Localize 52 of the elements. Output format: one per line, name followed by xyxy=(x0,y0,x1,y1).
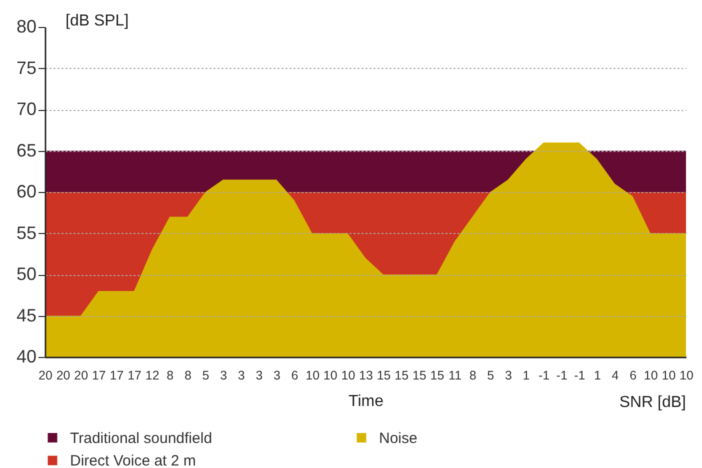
x-tick-label: 6 xyxy=(291,368,298,382)
x-tick-label: 10 xyxy=(644,368,658,382)
x-tick-label: 1 xyxy=(594,368,601,382)
y-tick-label: 60 xyxy=(16,182,36,202)
x-tick-label: 1 xyxy=(522,368,530,382)
x-axis-title: Time xyxy=(348,393,384,410)
x-tick-label: 13 xyxy=(359,368,373,382)
x-tick-label: 8 xyxy=(469,368,476,382)
x-tick-label: 3 xyxy=(238,368,245,382)
x-tick-label: 3 xyxy=(504,368,512,382)
x-tick-label: 3 xyxy=(273,368,280,382)
x-tick-label: 10 xyxy=(341,368,356,382)
x-tick-label: 4 xyxy=(612,368,619,382)
x-tick-label: 3 xyxy=(256,368,263,382)
x-tick-label: 15 xyxy=(394,368,409,382)
legend-label: Noise xyxy=(379,430,418,447)
x-tick-label: 12 xyxy=(145,368,160,382)
y-tick-label: 70 xyxy=(16,99,36,119)
x-tick-label: -1 xyxy=(556,368,568,382)
x-tick-label: 17 xyxy=(128,368,142,382)
x-tick-label: 5 xyxy=(202,368,210,382)
x-tick-label: 10 xyxy=(662,368,676,382)
y-axis-title: [dB SPL] xyxy=(66,12,129,30)
y-tick-label: 80 xyxy=(16,16,36,36)
x-tick-label: 15 xyxy=(376,368,391,382)
x-tick-label: 15 xyxy=(430,368,444,382)
x-tick-label: 5 xyxy=(487,368,494,382)
x-tick-label: 3 xyxy=(220,368,228,382)
y-tick-label: 50 xyxy=(16,264,36,284)
x-tick-label: 10 xyxy=(306,368,320,382)
legend-label: Direct Voice at 2 m xyxy=(70,452,196,468)
x-tick-label: 20 xyxy=(38,368,52,382)
y-tick-label: 40 xyxy=(16,346,36,366)
x-tick-label: 11 xyxy=(448,368,462,382)
x-tick-label: 20 xyxy=(74,368,88,382)
x-tick-label: 8 xyxy=(184,368,192,382)
x-tick-label: 20 xyxy=(56,368,70,382)
x-tick-label: 17 xyxy=(110,368,124,382)
x-tick-label: 17 xyxy=(92,368,106,382)
y-tick-label: 55 xyxy=(16,222,36,243)
text: SNR [dB] xyxy=(619,394,686,411)
x-tick-label: 6 xyxy=(630,368,637,382)
y-tick-label: 65 xyxy=(16,140,36,160)
x-tick-label: 8 xyxy=(166,368,174,382)
x-tick-label: 10 xyxy=(680,368,694,382)
x-tick-label: 10 xyxy=(323,368,338,382)
legend-label: Traditional soundfield xyxy=(70,430,212,447)
y-tick-label: 75 xyxy=(16,58,36,78)
x-tick-label: 15 xyxy=(412,368,426,382)
x-tick-label: -1 xyxy=(574,368,586,382)
y-tick-label: 45 xyxy=(16,305,36,326)
x-tick-label: -1 xyxy=(538,368,550,382)
